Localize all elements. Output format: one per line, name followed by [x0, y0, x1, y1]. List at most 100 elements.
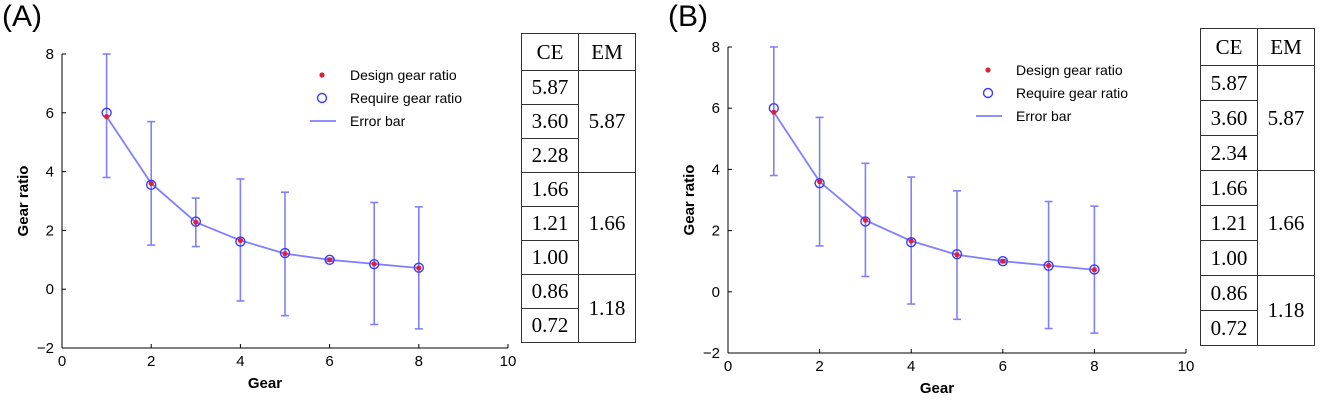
- design-point: [416, 265, 422, 271]
- y-tick-label: 6: [712, 100, 720, 117]
- legend-require-label: Require gear ratio: [1016, 85, 1128, 101]
- em-cell: 1.18: [578, 274, 636, 343]
- x-axis-title: Gear: [920, 380, 954, 397]
- gear-ratio-table: CE EM 5.87 5.87 3.60 2.28 1.66 1.66 1.21 1.00 0.86…: [521, 33, 636, 343]
- ce-cell: 2.28: [521, 138, 579, 173]
- ce-cell: 1.21: [1200, 205, 1258, 241]
- em-cell: 5.87: [1257, 65, 1315, 171]
- y-axis-title: Gear ratio: [15, 166, 32, 237]
- design-point: [104, 114, 110, 120]
- table-row: 2.28: [521, 138, 636, 173]
- y-tick-label: 4: [712, 161, 720, 178]
- design-point: [862, 217, 868, 223]
- chart-panel-a: (A) 0 2 4 6 8 10 −2 0 2 4 6 8 Gear Gear ratio Design g…: [2, 0, 636, 392]
- require-point: [324, 254, 335, 265]
- ce-cell: 1.66: [1200, 170, 1258, 206]
- x-tick-label: 2: [815, 358, 823, 375]
- legend-design-marker: [985, 67, 991, 73]
- ce-cell: 0.72: [521, 308, 579, 343]
- legend-design-label: Design gear ratio: [1016, 62, 1123, 78]
- legend-errorbar-label: Error bar: [350, 113, 406, 129]
- table-header: EM: [578, 33, 636, 71]
- table-row: 3.60: [1200, 100, 1315, 136]
- table-header: CE: [521, 33, 579, 71]
- design-point: [771, 109, 777, 115]
- table-row: 0.72: [1200, 310, 1315, 346]
- ce-cell: 0.86: [1200, 275, 1258, 311]
- require-point: [997, 256, 1008, 267]
- y-tick-label: 0: [46, 281, 54, 298]
- design-point: [817, 179, 823, 185]
- ce-cell: 1.00: [1200, 240, 1258, 276]
- ce-cell: 1.21: [521, 206, 579, 241]
- x-tick-label: 6: [325, 353, 333, 370]
- x-axis-title: Gear: [248, 375, 282, 392]
- y-tick-label: 2: [712, 223, 720, 240]
- design-point: [237, 237, 243, 243]
- require-point: [860, 216, 871, 227]
- table-row: 5.87 5.87: [1200, 65, 1315, 171]
- x-tick-label: 4: [236, 353, 244, 370]
- x-tick-label: 4: [907, 358, 915, 375]
- legend-errorbar-label: Error bar: [1016, 108, 1072, 124]
- x-tick-label: 8: [415, 353, 423, 370]
- x-tick-label: 2: [147, 353, 155, 370]
- y-axis-title: Gear ratio: [681, 165, 698, 236]
- ce-cell: 3.60: [1200, 100, 1258, 136]
- series-line: [773, 111, 1095, 271]
- x-tick-label: 10: [1178, 358, 1195, 375]
- table-row: 3.60: [521, 104, 636, 139]
- x-tick-label: 6: [999, 358, 1007, 375]
- y-tick-label: 0: [712, 284, 720, 301]
- table-row: 1.21: [521, 206, 636, 241]
- design-point: [282, 251, 288, 257]
- require-point: [413, 262, 424, 273]
- table-header: CE: [1200, 28, 1258, 66]
- table-row: 1.00: [1200, 240, 1315, 276]
- ce-cell: 0.72: [1200, 310, 1258, 346]
- panel-label: (A): [2, 0, 42, 33]
- x-tick-label: 8: [1090, 358, 1098, 375]
- design-point: [1091, 267, 1097, 273]
- require-point: [235, 236, 246, 247]
- y-tick-label: 8: [712, 39, 720, 56]
- legend-require-marker: [982, 87, 994, 99]
- gear-ratio-table: CE EM 5.87 5.87 3.60 2.34 1.66 1.66 1.21 1.00 0.86…: [1200, 28, 1315, 346]
- chart-panel-b: (B) 0 2 4 6 8 10 −2 0 2 4 6 8 Gear Gear ratio Design g…: [666, 0, 1332, 401]
- ce-cell: 1.66: [521, 172, 579, 207]
- design-point: [327, 257, 333, 263]
- em-cell: 1.66: [578, 172, 636, 275]
- table-header: EM: [1257, 28, 1315, 66]
- y-tick-label: −2: [37, 340, 54, 357]
- table-row: 2.34: [1200, 135, 1315, 171]
- table-row: 5.87 5.87: [521, 70, 636, 173]
- require-point: [814, 177, 825, 189]
- table-row: 0.86 1.18: [521, 274, 636, 343]
- require-point: [1089, 264, 1100, 275]
- y-tick-label: 2: [46, 222, 54, 239]
- y-tick-label: 8: [46, 46, 54, 63]
- em-cell: 1.66: [1257, 170, 1315, 276]
- table-row: 0.86 1.18: [1200, 275, 1315, 346]
- em-cell: 1.18: [1257, 275, 1315, 346]
- em-cell: 5.87: [578, 70, 636, 173]
- legend-require-label: Require gear ratio: [350, 90, 462, 106]
- table-row: 1.21: [1200, 205, 1315, 241]
- design-point: [908, 238, 914, 244]
- design-point: [954, 252, 960, 258]
- ce-cell: 5.87: [521, 70, 579, 105]
- x-tick-label: 0: [58, 353, 66, 370]
- require-point: [951, 248, 963, 260]
- require-point: [905, 237, 917, 248]
- x-tick-label: 10: [500, 353, 517, 370]
- require-point: [145, 179, 157, 191]
- require-point: [279, 247, 291, 259]
- table-row: 0.72: [521, 308, 636, 343]
- legend-design-label: Design gear ratio: [350, 67, 457, 83]
- table-row: 1.00: [521, 240, 636, 275]
- x-tick-label: 0: [724, 358, 732, 375]
- design-point: [1000, 258, 1006, 264]
- design-point: [148, 180, 154, 186]
